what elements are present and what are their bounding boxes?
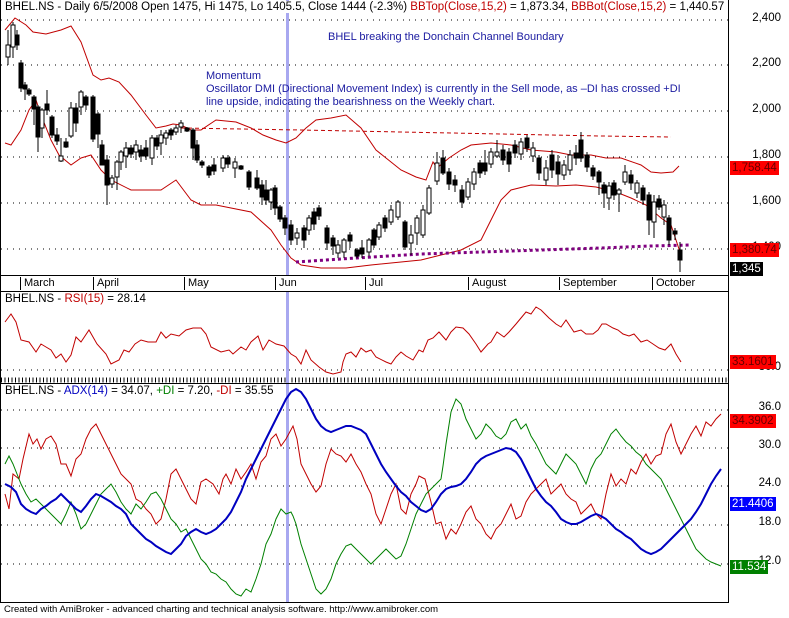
y-tick: 18.0: [758, 516, 781, 528]
minus-di-line: [4, 413, 722, 541]
price-pane[interactable]: BHEL.NS - Daily 6/5/2008 Open 1475, Hi 1…: [0, 0, 729, 292]
bb-top-line: [4, 17, 680, 181]
y-tick: 30.0: [758, 439, 781, 451]
momentum-annotation-line2: Oscillator DMI (Directional Movement Ind…: [206, 83, 681, 95]
momentum-annotation-line1: Momentum: [206, 70, 262, 82]
y-tick: 1,600: [752, 195, 781, 207]
adx-chart-canvas[interactable]: [1, 384, 729, 603]
rsi-title-prefix: BHEL.NS -: [5, 293, 65, 305]
plus-di-badge: 11.534: [730, 560, 769, 574]
rsi-value-badge: 33.1601: [730, 355, 776, 369]
y-tick: 1,800: [752, 149, 781, 161]
y-tick: 36.0: [758, 401, 781, 413]
selection-marker: [286, 0, 289, 291]
momentum-annotation: Momentum Oscillator DMI (Directional Mov…: [206, 70, 681, 109]
plus-di-label: +DI: [156, 385, 175, 397]
month-label: August: [468, 277, 506, 290]
selection-marker: [286, 292, 289, 383]
candlesticks: [5, 22, 683, 272]
adx-title-prefix: BHEL.NS -: [5, 385, 64, 397]
adx-line: [4, 387, 722, 556]
bbtop-label: BBTop(Close,15,2): [410, 1, 507, 13]
rsi-pane[interactable]: BHEL.NS - RSI(15) = 28.14: [0, 291, 729, 384]
bbtop-value-badge: 1,758.44: [730, 161, 779, 175]
month-axis: March April May Jun Jul August September…: [1, 275, 728, 291]
minus-di-label: -DI: [216, 385, 232, 397]
plus-di-line: [4, 398, 722, 597]
month-label: October: [652, 277, 695, 290]
rsi-title: BHEL.NS - RSI(15) = 28.14: [5, 293, 146, 305]
price-chart-canvas[interactable]: [1, 0, 729, 292]
bbbot-label: BBBot(Close,15,2): [571, 1, 667, 13]
momentum-annotation-line3: line upside, indicating the bearishness …: [206, 96, 496, 108]
bbbot-value-badge: 1,380.74: [730, 243, 779, 257]
rsi-label: RSI(15): [64, 293, 105, 305]
minus-di-badge: 34.3902: [730, 414, 776, 428]
month-label: September: [559, 277, 617, 290]
adx-badge: 21.4406: [730, 497, 776, 511]
adx-title: BHEL.NS - ADX(14) = 34.07, +DI = 7.20, -…: [5, 385, 274, 397]
month-label: Jun: [275, 277, 297, 290]
adx-y-axis: 36.0 30.0 24.0 18.0 12.0: [729, 383, 789, 603]
last-close-badge: 1,345: [730, 262, 763, 276]
month-label: April: [93, 277, 119, 290]
minus-di-value: = 35.55: [231, 385, 274, 397]
rsi-value: = 28.14: [104, 293, 146, 305]
y-tick: 2,200: [752, 57, 781, 69]
rsi-y-axis: 30.0: [729, 291, 789, 384]
month-label: March: [20, 277, 55, 290]
selection-marker: [286, 384, 289, 602]
donchian-upper-line: [180, 127, 672, 138]
rsi-chart-canvas[interactable]: [1, 292, 729, 384]
y-tick: 24.0: [758, 477, 781, 489]
y-tick: 2,400: [752, 12, 781, 24]
y-tick: 2,000: [752, 103, 781, 115]
rsi-line: [4, 306, 682, 375]
price-title: BHEL.NS - Daily 6/5/2008 Open 1475, Hi 1…: [5, 1, 725, 13]
month-label: Jul: [365, 277, 383, 290]
donchian-annotation: BHEL breaking the Donchain Channel Bound…: [328, 31, 564, 43]
bbbot-value: = 1,440.57: [666, 1, 725, 13]
adx-label: ADX(14): [63, 385, 108, 397]
adx-pane[interactable]: BHEL.NS - ADX(14) = 34.07, +DI = 7.20, -…: [0, 383, 729, 603]
adx-value: = 34.07,: [107, 385, 157, 397]
price-title-text: BHEL.NS - Daily 6/5/2008 Open 1475, Hi 1…: [5, 1, 411, 13]
month-label: May: [184, 277, 209, 290]
footer-credit: Created with AmiBroker - advanced charti…: [4, 604, 439, 615]
bbtop-value: = 1,873.34,: [506, 1, 572, 13]
plus-di-value: = 7.20,: [174, 385, 217, 397]
